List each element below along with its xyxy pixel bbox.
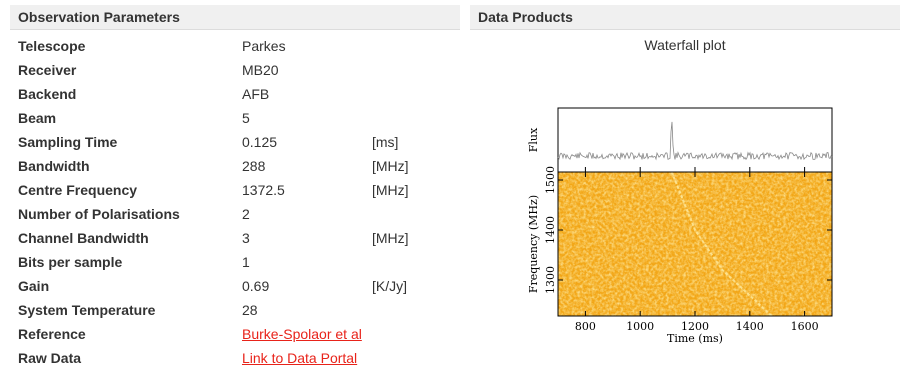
param-name: System Temperature xyxy=(18,302,156,318)
param-unit xyxy=(372,34,452,58)
param-row-bits-per-sample: Bits per sample 1 xyxy=(12,250,452,274)
flux-series-line xyxy=(557,121,833,161)
param-value-cell: 288 xyxy=(242,154,372,178)
param-name: Raw Data xyxy=(18,350,82,366)
flux-axis-label: Flux xyxy=(527,127,540,152)
param-unit: [K/Jy] xyxy=(372,278,408,294)
y-tick-label: 1400 xyxy=(544,216,557,244)
y-tick-label: 1300 xyxy=(544,266,557,294)
param-unit: [ms] xyxy=(372,134,399,150)
data-products-header: Data Products xyxy=(470,5,900,30)
param-unit xyxy=(372,82,452,106)
x-tick-label: 1400 xyxy=(736,320,764,333)
param-unit: [MHz] xyxy=(372,182,409,198)
x-tick-label: 1200 xyxy=(681,320,709,333)
param-row-system-temperature: System Temperature 28 xyxy=(12,298,452,322)
waterfall-plot: 800 1000 1200 1400 1600 1300 1400 1500 Time (ms)… xyxy=(527,107,833,345)
y-tick-label: 1500 xyxy=(544,166,557,194)
param-unit xyxy=(372,58,452,82)
data-products-panel: Data Products Waterfall plot 800 1000 1200… xyxy=(470,5,900,370)
param-name: Gain xyxy=(18,278,50,294)
param-row-raw-data: Raw Data Link to Data Portal xyxy=(12,346,452,370)
param-name: Sampling Time xyxy=(18,134,118,150)
param-row-reference: Reference Burke-Spolaor et al xyxy=(12,322,452,346)
param-unit: [MHz] xyxy=(372,158,409,174)
param-row-gain: Gain 0.69 [K/Jy] xyxy=(12,274,452,298)
dispersed-pulse-track xyxy=(670,171,773,317)
x-tick-label: 1600 xyxy=(791,320,819,333)
param-value: 5 xyxy=(242,110,250,126)
param-value-cell: AFB xyxy=(242,82,372,106)
x-tick-label: 800 xyxy=(575,320,596,333)
param-value: 1 xyxy=(242,254,250,270)
param-unit xyxy=(372,250,452,274)
parameters-table: Telescope Parkes Receiver MB20 Backend AFB Bea… xyxy=(12,34,452,370)
param-name: Receiver xyxy=(18,62,77,78)
x-tick-label: 1000 xyxy=(626,320,654,333)
param-unit xyxy=(372,298,452,322)
param-row-centre-frequency: Centre Frequency 1372.5 [MHz] xyxy=(12,178,452,202)
param-value-cell: 1372.5 xyxy=(242,178,372,202)
param-unit xyxy=(372,322,452,346)
plot-title: Waterfall plot xyxy=(644,37,726,53)
param-value-cell: Parkes xyxy=(242,34,372,58)
param-value: MB20 xyxy=(242,62,279,78)
param-unit xyxy=(372,346,452,370)
param-value-cell: Burke-Spolaor et al xyxy=(242,322,372,346)
param-value: 2 xyxy=(242,206,250,222)
param-value-cell: Link to Data Portal xyxy=(242,346,372,370)
param-value-cell: 2 xyxy=(242,202,372,226)
param-row-telescope: Telescope Parkes xyxy=(12,34,452,58)
waterfall-noise-light xyxy=(558,172,832,316)
param-name: Bits per sample xyxy=(18,254,123,270)
param-value-cell: 5 xyxy=(242,106,372,130)
param-unit xyxy=(372,202,452,226)
param-row-channel-bandwidth: Channel Bandwidth 3 [MHz] xyxy=(12,226,452,250)
param-value: 288 xyxy=(242,158,266,174)
y-axis-label: Frequency (MHz) xyxy=(527,195,540,293)
param-value: 3 xyxy=(242,230,250,246)
param-value-cell: MB20 xyxy=(242,58,372,82)
param-name: Number of Polarisations xyxy=(18,206,180,222)
param-unit xyxy=(372,106,452,130)
param-row-backend: Backend AFB xyxy=(12,82,452,106)
param-value: AFB xyxy=(242,86,270,102)
param-row-beam: Beam 5 xyxy=(12,106,452,130)
param-unit: [MHz] xyxy=(372,230,409,246)
observation-parameters-panel: Observation Parameters Telescope Parkes Re… xyxy=(10,5,460,370)
param-name: Bandwidth xyxy=(18,158,90,174)
observation-parameters-header: Observation Parameters xyxy=(10,5,460,30)
reference-link[interactable]: Burke-Spolaor et al xyxy=(242,326,362,342)
param-row-receiver: Receiver MB20 xyxy=(12,58,452,82)
x-axis-label: Time (ms) xyxy=(667,332,723,345)
param-value: 0.69 xyxy=(242,278,270,294)
param-value: Parkes xyxy=(242,38,286,54)
flux-panel xyxy=(557,107,833,173)
param-value-cell: 0.125 xyxy=(242,130,372,154)
param-value-cell: 1 xyxy=(242,250,372,274)
param-value: 0.125 xyxy=(242,134,278,150)
param-value: 1372.5 xyxy=(242,182,285,198)
param-name: Reference xyxy=(18,326,86,342)
param-row-bandwidth: Bandwidth 288 [MHz] xyxy=(12,154,452,178)
param-value-cell: 28 xyxy=(242,298,372,322)
param-value-cell: 0.69 xyxy=(242,274,372,298)
param-name: Beam xyxy=(18,110,57,126)
param-value: 28 xyxy=(242,302,258,318)
data-portal-link[interactable]: Link to Data Portal xyxy=(242,350,358,366)
param-row-number-of-polarisations: Number of Polarisations 2 xyxy=(12,202,452,226)
param-name: Centre Frequency xyxy=(18,182,138,198)
param-name: Channel Bandwidth xyxy=(18,230,149,246)
param-row-sampling-time: Sampling Time 0.125 [ms] xyxy=(12,130,452,154)
param-name: Backend xyxy=(18,86,77,102)
param-value-cell: 3 xyxy=(242,226,372,250)
param-name: Telescope xyxy=(18,38,86,54)
